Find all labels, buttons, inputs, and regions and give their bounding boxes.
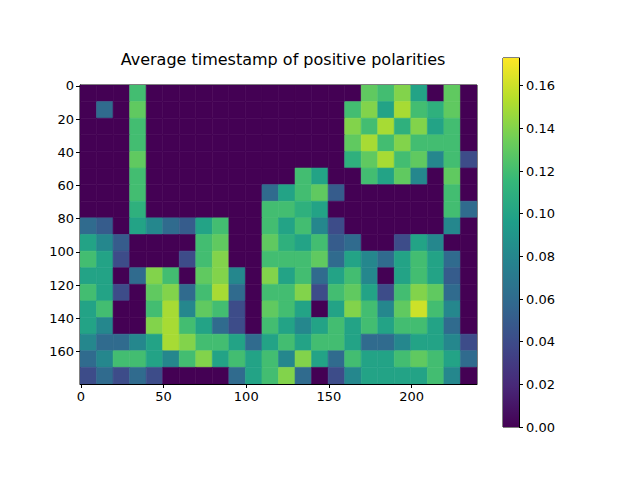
svg-text:0.02: 0.02 (526, 377, 555, 392)
svg-text:Average timestamp of positive: Average timestamp of positive polarities (121, 50, 446, 69)
svg-text:0: 0 (66, 78, 74, 93)
svg-text:100: 100 (49, 244, 74, 259)
svg-text:0.08: 0.08 (526, 249, 555, 264)
svg-text:0.12: 0.12 (526, 164, 555, 179)
svg-text:0.04: 0.04 (526, 334, 555, 349)
svg-text:60: 60 (57, 178, 74, 193)
svg-text:20: 20 (57, 112, 74, 127)
svg-text:50: 50 (155, 389, 172, 404)
svg-text:150: 150 (317, 389, 342, 404)
svg-text:0.00: 0.00 (526, 420, 555, 435)
svg-text:160: 160 (49, 344, 74, 359)
svg-text:200: 200 (399, 389, 424, 404)
svg-text:0.06: 0.06 (526, 292, 555, 307)
svg-text:80: 80 (57, 211, 74, 226)
svg-text:140: 140 (49, 311, 74, 326)
svg-text:0.16: 0.16 (526, 78, 555, 93)
svg-text:120: 120 (49, 278, 74, 293)
svg-text:100: 100 (234, 389, 259, 404)
svg-text:0.10: 0.10 (526, 206, 555, 221)
svg-text:0.14: 0.14 (526, 121, 555, 136)
svg-text:0: 0 (77, 389, 85, 404)
svg-text:40: 40 (57, 145, 74, 160)
